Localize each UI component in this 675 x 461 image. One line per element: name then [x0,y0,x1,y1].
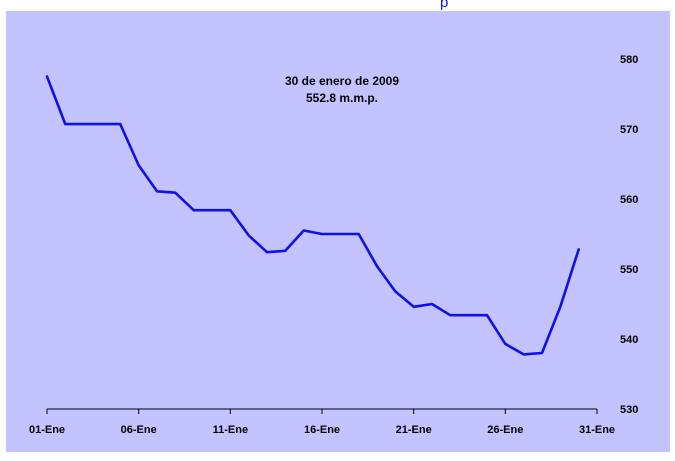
chart-title-cutoff: p [440,0,449,11]
axes [46,408,598,414]
x-tick-label: 31-Ene [579,424,615,436]
y-tick-label: 580 [620,54,638,66]
y-tick-label: 540 [620,334,638,346]
y-tick-label: 570 [620,124,638,136]
y-tick-label: 530 [620,404,638,416]
annotation-value: 552.8 m.m.p. [306,91,378,105]
y-tick-label: 560 [620,194,638,206]
annotation-date: 30 de enero de 2009 [285,74,399,88]
series-group [45,75,581,356]
series-line [45,75,581,356]
tick-labels: 01-Ene 06-Ene 11-Ene 16-Ene 21-Ene 26-Ene 31-E… [29,54,638,436]
plot-panel [6,11,670,452]
x-tick-label: 11-Ene [213,424,248,436]
x-tick-label: 06-Ene [121,424,157,436]
x-tick-label: 21-Ene [396,424,432,436]
x-tick-label: 26-Ene [487,424,523,436]
x-tick-label: 01-Ene [29,424,65,436]
y-tick-label: 550 [620,264,638,276]
x-tick-label: 16-Ene [304,424,340,436]
